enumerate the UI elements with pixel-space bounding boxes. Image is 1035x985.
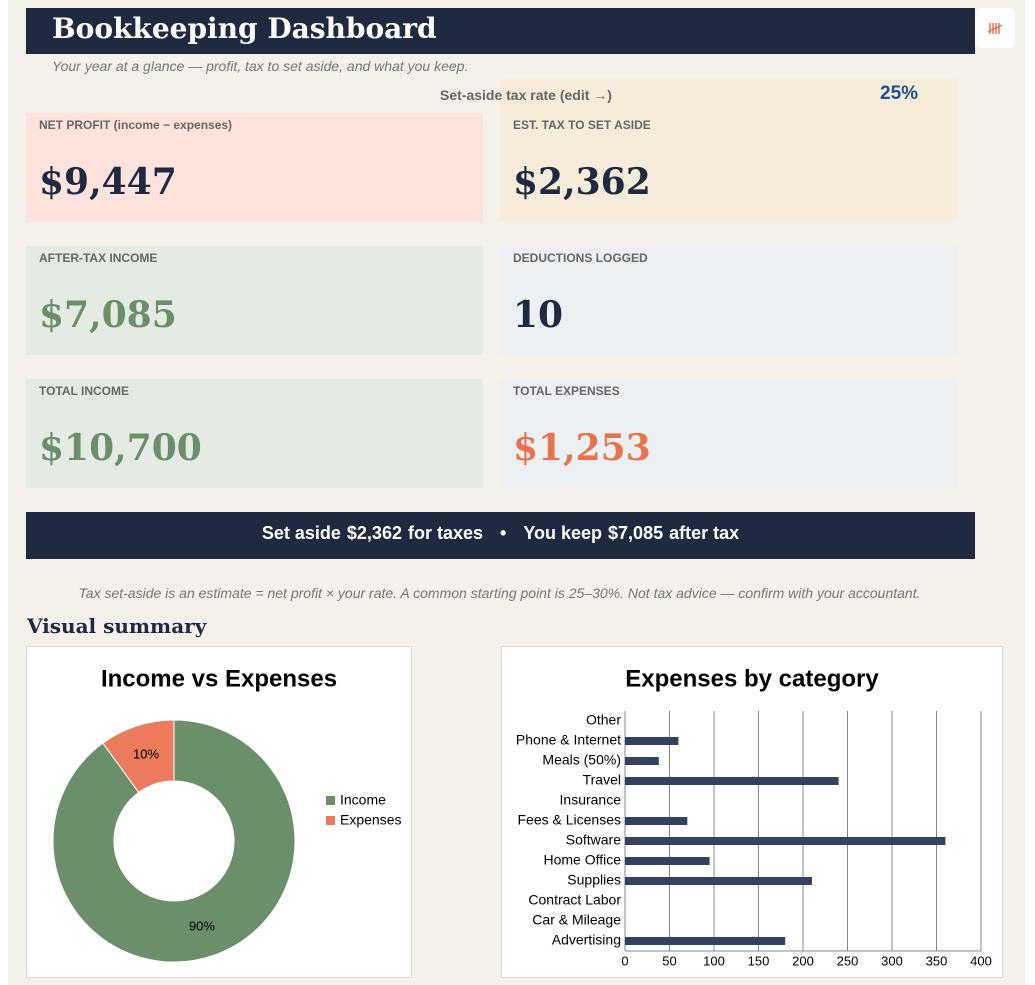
pie-wedge <box>102 719 175 794</box>
kpi-card: AFTER-TAX INCOME $7,085 <box>26 246 483 355</box>
data-label: 90% <box>189 919 215 934</box>
kpi-label: TOTAL EXPENSES <box>513 384 620 398</box>
banner <box>26 512 975 559</box>
tax-rate-label: Set-aside tax rate (edit →) <box>440 87 612 103</box>
menu-icon[interactable] <box>975 8 1015 48</box>
y-tick-label: Phone & Internet <box>516 732 621 748</box>
pie-wedge <box>52 719 296 963</box>
bar <box>625 777 839 785</box>
kpi-card: NET PROFIT (income − expenses) $9,447 <box>26 113 483 222</box>
x-tick-label: 150 <box>748 953 770 968</box>
bar <box>625 757 659 765</box>
bar <box>625 937 786 945</box>
x-tick-label: 50 <box>662 953 676 968</box>
bar <box>625 817 688 825</box>
bar <box>625 837 946 845</box>
kpi-value: $2,362 <box>513 161 651 203</box>
kpi-label: DEDUCTIONS LOGGED <box>513 251 648 265</box>
tax-rate-value[interactable]: 25% <box>880 83 919 104</box>
header-subtitle: Your year at a glance — profit, tax to s… <box>52 58 469 74</box>
y-tick-label: Contract Labor <box>528 892 621 908</box>
legend-label: Expenses <box>340 812 401 828</box>
kpi-value: 10 <box>513 294 564 336</box>
tax-rate-box <box>500 79 957 113</box>
legend-swatch <box>326 796 335 805</box>
banner-part: You keep <box>523 523 603 543</box>
bar <box>625 877 812 885</box>
y-tick-label: Advertising <box>552 932 621 948</box>
x-tick-label: 100 <box>703 953 725 968</box>
y-tick-label: Travel <box>583 772 621 788</box>
kpi-card: TOTAL INCOME $10,700 <box>26 379 483 488</box>
y-tick-label: Meals (50%) <box>542 752 621 768</box>
bar <box>625 737 679 745</box>
banner-part: • <box>500 523 507 543</box>
y-tick-label: Home Office <box>543 852 621 868</box>
y-tick-label: Other <box>586 712 621 728</box>
kpi-card: DEDUCTIONS LOGGED 10 <box>500 246 957 355</box>
x-tick-label: 400 <box>970 953 992 968</box>
y-tick-label: Car & Mileage <box>532 912 621 928</box>
banner-text: Set aside $2,362 for taxes • You keep $7,085 a… <box>26 523 975 544</box>
kpi-card: TOTAL EXPENSES $1,253 <box>500 379 957 488</box>
kpi-label: NET PROFIT (income − expenses) <box>39 118 233 132</box>
data-label: 10% <box>133 746 159 761</box>
kpi-value: $9,447 <box>39 161 177 203</box>
section-title: Visual summary <box>27 614 207 638</box>
header-bar <box>26 8 975 54</box>
note: Tax set-aside is an estimate = net profi… <box>78 585 921 601</box>
kpi-label: TOTAL INCOME <box>39 384 129 398</box>
y-tick-label: Supplies <box>567 872 621 888</box>
banner-part: $7,085 <box>608 523 664 543</box>
kpi-value: $10,700 <box>39 427 202 469</box>
x-tick-label: 350 <box>926 953 948 968</box>
kpi-card: EST. TAX TO SET ASIDE $2,362 <box>500 113 957 222</box>
pie-chart: Income vs Expenses 90% Income 10% Expenses <box>26 646 412 978</box>
banner-part: for taxes <box>407 523 484 543</box>
banner-part: $2,362 <box>346 523 402 543</box>
y-tick-label: Software <box>566 832 621 848</box>
x-tick-label: 250 <box>837 953 859 968</box>
x-tick-label: 300 <box>881 953 903 968</box>
dashboard: Bookkeeping Dashboard Your year at a gla… <box>8 0 1025 985</box>
kpi-label: AFTER-TAX INCOME <box>39 251 158 265</box>
bar <box>625 857 710 865</box>
legend-swatch <box>326 816 335 825</box>
header-title: Bookkeeping Dashboard <box>52 12 437 45</box>
kpi-value: $7,085 <box>39 294 177 336</box>
chart-title: Expenses by category <box>625 665 879 692</box>
y-tick-label: Insurance <box>560 792 622 808</box>
kpi-label: EST. TAX TO SET ASIDE <box>513 118 651 132</box>
y-tick-label: Fees & Licenses <box>518 812 622 828</box>
x-tick-label: 200 <box>792 953 814 968</box>
chart-title: Income vs Expenses <box>101 665 337 692</box>
banner-part: after tax <box>669 523 740 543</box>
x-tick-label: 0 <box>621 953 628 968</box>
kpi-value: $1,253 <box>513 427 651 469</box>
legend-label: Income <box>340 792 386 808</box>
bar-chart: Expenses by category 0 50 100 150 200 250 300 35… <box>501 646 1003 978</box>
banner-part: Set aside <box>261 523 341 543</box>
